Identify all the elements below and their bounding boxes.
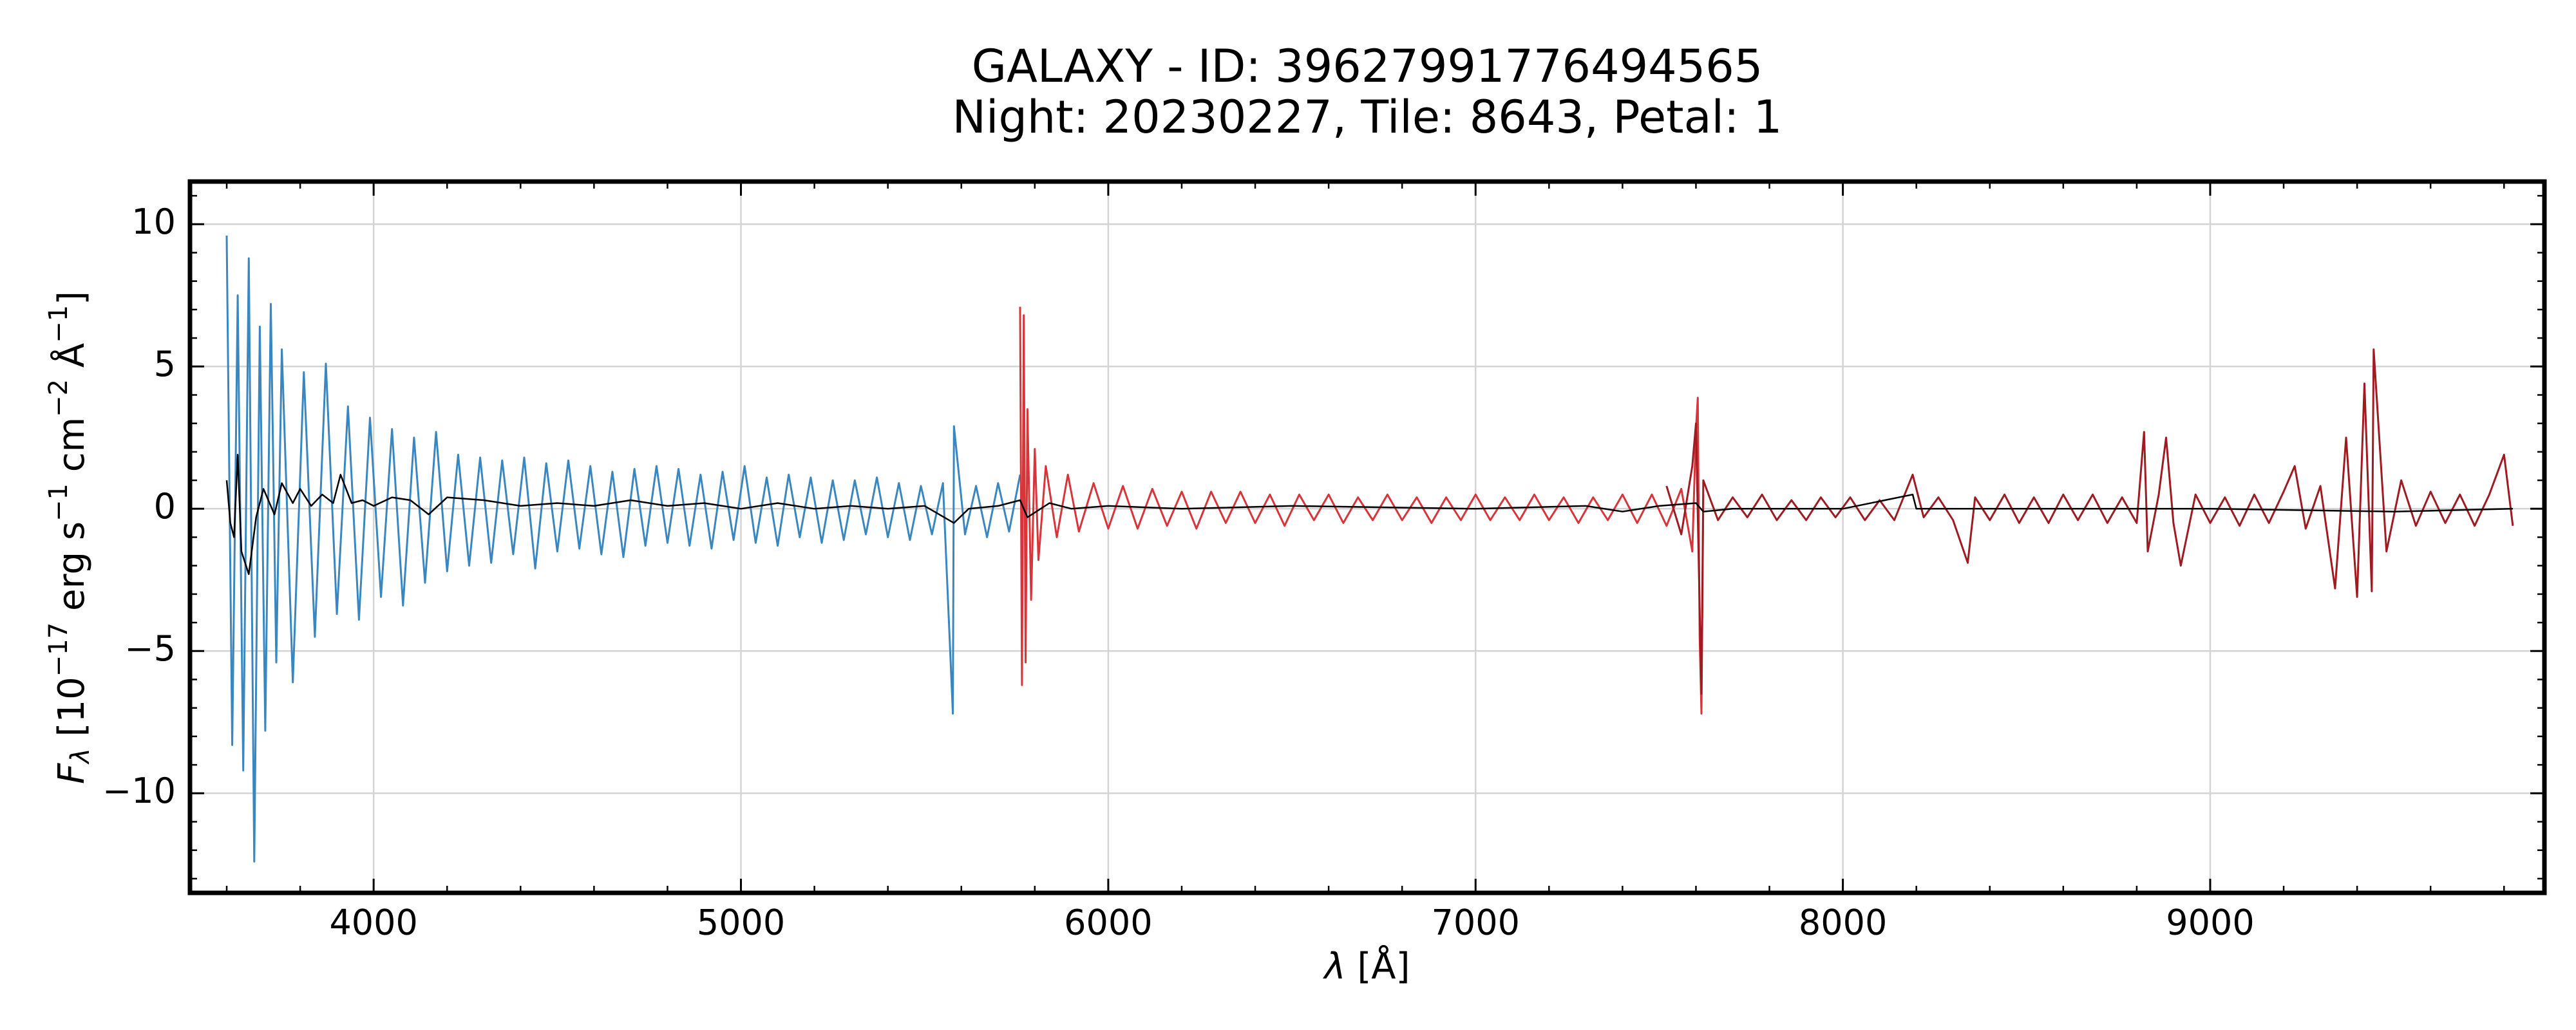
y-label-part: Å	[50, 343, 93, 379]
chart-subtitle: Night: 20230227, Tile: 8643, Petal: 1	[952, 91, 1783, 144]
spectrum-line	[1665, 348, 2514, 695]
x-label-unit: [Å]	[1346, 945, 1410, 988]
x-tick-label: 6000	[1064, 903, 1152, 943]
x-tick-label: 4000	[329, 903, 417, 943]
y-label-part: [10	[51, 677, 93, 748]
y-label-part: −1	[44, 305, 73, 343]
x-tick-label: 7000	[1432, 903, 1520, 943]
y-tick-label: −5	[124, 628, 176, 669]
y-tick-label: 10	[131, 201, 176, 242]
y-axis-label: Fλ [10−17 erg s−1 cm−2 Å−1]	[44, 291, 95, 784]
x-tick-label: 9000	[2166, 903, 2254, 943]
y-label-part: erg s	[51, 521, 93, 623]
y-label-part: λ	[66, 748, 95, 765]
spectrum-line	[225, 454, 2513, 576]
x-label-symbol: λ	[1323, 946, 1346, 988]
y-label-part: cm	[51, 417, 93, 483]
spectrum-line	[1019, 306, 1705, 715]
y-tick-label: −10	[102, 771, 176, 811]
y-label-part: ]	[51, 291, 93, 305]
x-tick-label: 5000	[697, 903, 785, 943]
chart-title: GALAXY - ID: 39627991776494565	[972, 40, 1763, 93]
y-label-part: −2	[44, 379, 73, 417]
axes-frame	[187, 179, 2547, 895]
x-axis-label: λ [Å]	[1323, 945, 1410, 988]
y-label-part: F	[51, 763, 93, 784]
y-label-part: −17	[44, 623, 73, 677]
y-tick-label: 5	[154, 344, 176, 384]
x-tick-label: 8000	[1799, 903, 1887, 943]
y-label-part: −1	[44, 483, 73, 521]
spectrum-line	[225, 235, 1021, 863]
y-tick-label: 0	[154, 486, 176, 527]
